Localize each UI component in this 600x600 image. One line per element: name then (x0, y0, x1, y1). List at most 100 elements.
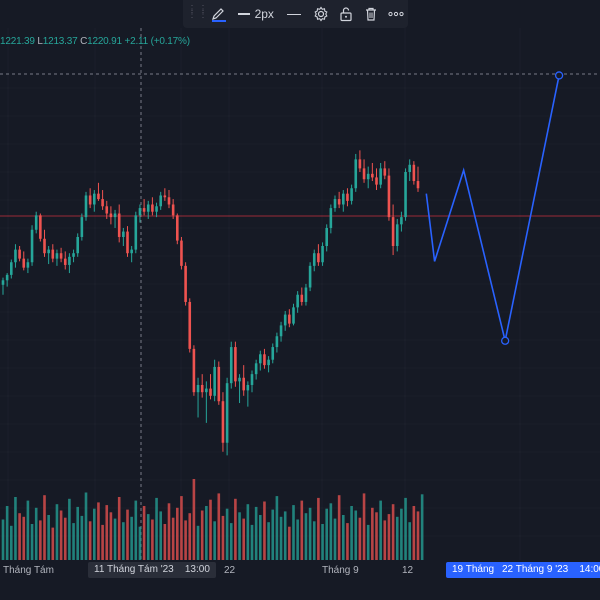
candle-body (275, 336, 279, 348)
volume-bar (34, 507, 38, 560)
candle-body (308, 265, 312, 288)
candle-body (109, 213, 113, 218)
volume-bar (254, 506, 258, 560)
candle-body (416, 181, 420, 189)
pencil-icon[interactable] (205, 0, 232, 28)
range-end-time-label: 22 Tháng 9 '23 14:00 (496, 562, 600, 578)
volume-bar (221, 515, 225, 560)
candle-body (130, 249, 133, 254)
candle-body (300, 294, 304, 302)
candle-body (146, 204, 150, 212)
candle-body (329, 208, 333, 228)
volume-bar (171, 517, 175, 560)
more-icon[interactable] (383, 0, 408, 28)
volume-bar (188, 513, 192, 560)
drawing-handle[interactable] (554, 71, 564, 80)
candlestick-series (1, 150, 420, 456)
volume-bar (155, 497, 158, 560)
candle-body (192, 348, 196, 393)
candle-body (404, 172, 407, 218)
candle-body (39, 215, 42, 239)
candle-body (51, 249, 55, 259)
volume-bar (279, 516, 283, 560)
volume-bar (142, 506, 146, 560)
ohlc-close-value: 1220.91 (87, 36, 122, 47)
settings-icon[interactable] (308, 0, 333, 28)
volume-bar (88, 521, 92, 560)
volume-bar (325, 508, 328, 560)
candle-body (142, 208, 146, 212)
candle-body (205, 388, 208, 393)
candle-body (325, 227, 328, 246)
candle-body (93, 193, 96, 205)
candle-body (213, 366, 216, 396)
volume-bar (43, 495, 46, 560)
volume-bar (358, 517, 362, 560)
volume-bar (117, 497, 121, 560)
volume-bar (387, 514, 391, 560)
volume-bars (1, 479, 424, 560)
volume-bar (26, 500, 30, 560)
ohlc-low-prefix: L (37, 36, 43, 47)
candle-body (47, 249, 50, 254)
candle-body (375, 177, 378, 185)
path-drawing[interactable] (425, 71, 564, 345)
volume-bar (379, 500, 382, 560)
trash-icon[interactable] (358, 0, 383, 28)
drag-handle-icon[interactable]: ⋮⋮ ⋮⋮ (187, 4, 209, 20)
candle-body (221, 401, 225, 443)
drawing-handle[interactable] (500, 336, 510, 345)
volume-bar (296, 519, 299, 560)
candle-body (14, 249, 17, 263)
volume-bar (167, 503, 171, 560)
time-axis-label: 22 (224, 565, 236, 576)
candle-body (184, 265, 187, 302)
candle-body (113, 213, 117, 218)
line-width-button[interactable]: 2px (232, 0, 280, 28)
candle-body (63, 258, 67, 265)
volume-bar (225, 508, 229, 560)
candle-body (171, 204, 175, 216)
candle-body (88, 195, 92, 205)
volume-bar (126, 509, 129, 560)
volume-bar (105, 505, 109, 560)
candle-body (155, 206, 158, 212)
volume-bar (205, 506, 208, 560)
volume-bar (346, 523, 349, 560)
line-style-button[interactable] (280, 0, 309, 28)
volume-bar (59, 510, 63, 560)
volume-bar (342, 515, 345, 560)
candle-body (238, 377, 241, 382)
line-width-icon (237, 13, 250, 15)
candle-body (26, 262, 30, 268)
volume-bar (317, 497, 320, 560)
volume-bar (229, 523, 233, 560)
candle-body (321, 246, 324, 263)
candle-body (138, 208, 142, 216)
volume-bar (308, 507, 312, 560)
candle-body (163, 195, 167, 198)
unlock-icon[interactable] (333, 0, 358, 28)
volume-bar (130, 516, 133, 560)
volume-bar (80, 515, 84, 560)
candle-body (267, 359, 270, 366)
candle-body (242, 377, 245, 391)
candle-body (383, 168, 387, 176)
volume-bar (383, 520, 387, 560)
volume-bar (300, 500, 304, 560)
time-axis[interactable]: Tháng Tám 22 Tháng 9 12 11 Tháng Tám '23… (0, 560, 600, 580)
candle-body (200, 384, 204, 393)
candle-body (196, 384, 200, 393)
drawing-toolbar: ⋮⋮ ⋮⋮ 2px (183, 0, 408, 28)
candle-body (400, 217, 403, 225)
candle-body (134, 215, 138, 250)
candle-body (30, 229, 34, 263)
volume-bar (263, 501, 266, 560)
volume-bar (362, 493, 366, 560)
candle-body (159, 195, 162, 207)
ohlc-change: +2.11 (+0.17%) (124, 36, 190, 47)
volume-bar (84, 492, 88, 560)
time-axis-label: 12 (402, 565, 414, 576)
volume-bar (217, 493, 221, 560)
